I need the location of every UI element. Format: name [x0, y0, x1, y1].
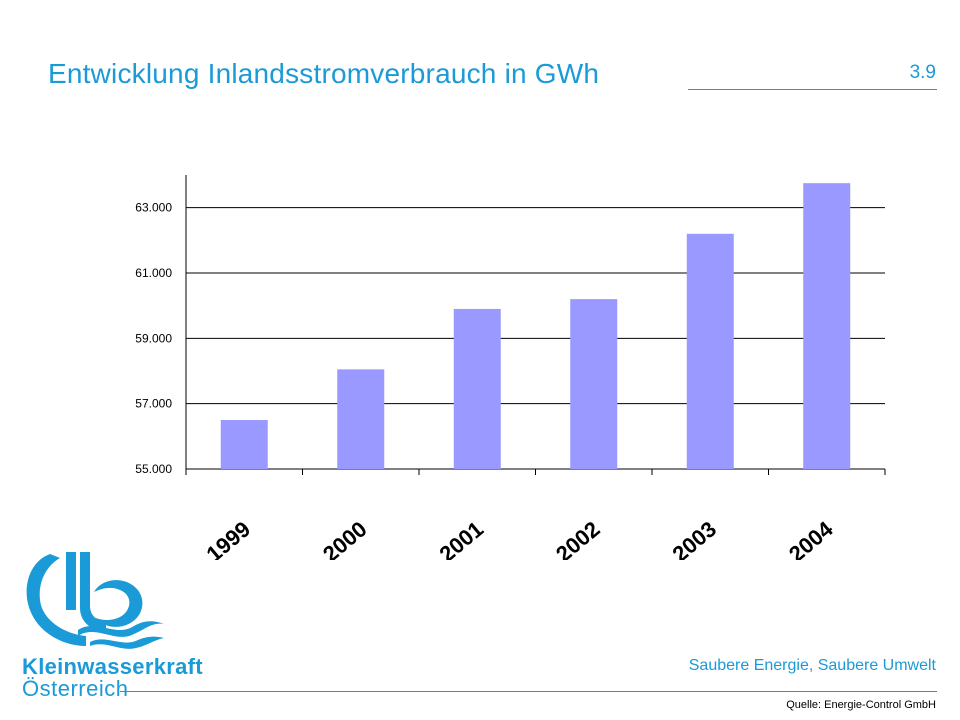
bar	[220, 420, 268, 469]
x-category-label: 2002	[551, 516, 605, 560]
bar	[686, 233, 734, 469]
x-category-label: 2003	[668, 516, 722, 560]
x-category-label: 1999	[202, 516, 256, 560]
bar	[453, 308, 501, 469]
title-divider	[688, 89, 937, 90]
slide-title: Entwicklung Inlandsstromverbrauch in GWh	[48, 58, 600, 89]
y-tick-label: 61.000	[135, 266, 172, 280]
x-category-label: 2001	[435, 516, 489, 560]
bar	[570, 299, 618, 469]
bar	[803, 183, 851, 469]
y-tick-label: 63.000	[135, 201, 172, 215]
kleinwasserkraft-logo-icon	[26, 552, 164, 649]
footer-divider	[120, 691, 937, 692]
y-tick-label: 55.000	[135, 462, 172, 476]
source-note: Quelle: Energie-Control GmbH	[786, 699, 936, 711]
x-category-label: 2004	[784, 516, 838, 560]
slide-number: 3.9	[909, 62, 936, 83]
y-tick-label: 57.000	[135, 397, 172, 411]
bar-chart: 55.000 57.000 59.000 61.000 63.000 1999 2000 20…	[135, 175, 886, 560]
bar	[337, 369, 385, 469]
brand-subtitle: Österreich	[22, 676, 129, 701]
tagline: Saubere Energie, Saubere Umwelt	[688, 657, 936, 674]
x-category-label: 2000	[318, 516, 372, 560]
y-tick-label: 59.000	[135, 331, 172, 345]
brand-name: Kleinwasserkraft	[22, 654, 203, 679]
